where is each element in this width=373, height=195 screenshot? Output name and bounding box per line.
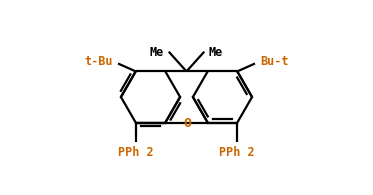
Text: Bu-t: Bu-t [260,55,289,68]
Text: Me: Me [150,46,164,59]
Text: Me: Me [209,46,223,59]
Text: t-Bu: t-Bu [84,55,113,68]
Text: PPh 2: PPh 2 [118,146,154,159]
Text: PPh 2: PPh 2 [219,146,255,159]
Text: O: O [184,117,191,130]
